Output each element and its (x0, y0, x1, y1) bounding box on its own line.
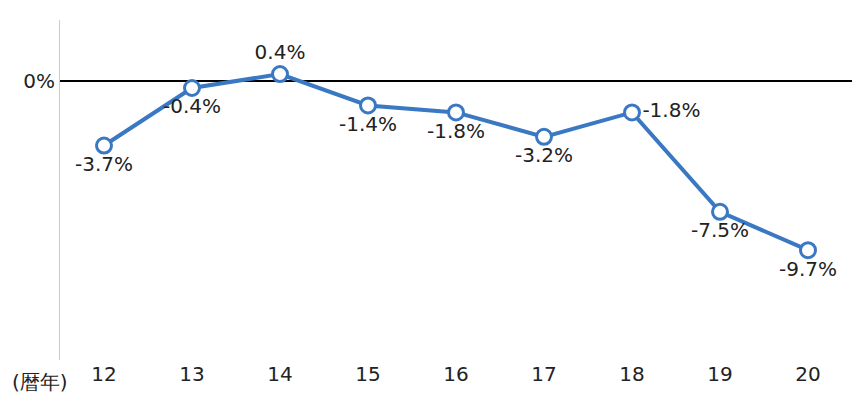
svg-text:12: 12 (91, 362, 116, 386)
svg-text:13: 13 (179, 362, 204, 386)
svg-text:-1.8%: -1.8% (642, 98, 700, 122)
svg-text:-9.7%: -9.7% (779, 257, 837, 281)
svg-text:20: 20 (795, 362, 820, 386)
svg-text:-3.2%: -3.2% (515, 143, 573, 167)
svg-text:-1.8%: -1.8% (427, 119, 485, 143)
svg-text:0%: 0% (23, 69, 55, 93)
svg-text:(暦年): (暦年) (12, 370, 68, 394)
svg-text:-3.7%: -3.7% (75, 152, 133, 176)
svg-text:14: 14 (267, 362, 292, 386)
svg-text:18: 18 (619, 362, 644, 386)
svg-text:19: 19 (707, 362, 732, 386)
svg-text:0.4%: 0.4% (255, 40, 306, 64)
svg-text:16: 16 (443, 362, 468, 386)
svg-text:15: 15 (355, 362, 380, 386)
svg-text:-1.4%: -1.4% (339, 112, 397, 136)
svg-text:-7.5%: -7.5% (691, 218, 749, 242)
svg-text:17: 17 (531, 362, 556, 386)
svg-text:-0.4%: -0.4% (163, 94, 221, 118)
